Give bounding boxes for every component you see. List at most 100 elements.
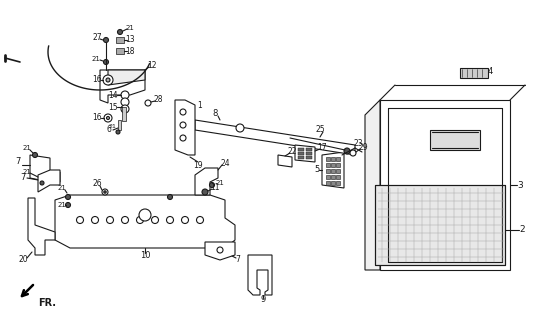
- Bar: [306, 148, 312, 151]
- Circle shape: [40, 181, 44, 185]
- Circle shape: [180, 109, 186, 115]
- Text: 10: 10: [140, 251, 150, 260]
- Circle shape: [202, 189, 208, 195]
- Circle shape: [103, 60, 108, 65]
- Bar: [331, 157, 335, 161]
- Text: 11: 11: [210, 183, 220, 193]
- Polygon shape: [278, 155, 292, 167]
- Text: 6: 6: [107, 125, 112, 134]
- Circle shape: [107, 116, 109, 119]
- Text: 21: 21: [58, 185, 66, 191]
- Circle shape: [106, 78, 110, 82]
- Text: 19: 19: [193, 161, 203, 170]
- Bar: [306, 152, 312, 155]
- Circle shape: [91, 217, 98, 223]
- Circle shape: [116, 130, 120, 134]
- Bar: [336, 163, 340, 167]
- Text: 13: 13: [125, 36, 135, 44]
- Bar: [331, 169, 335, 173]
- Circle shape: [137, 217, 144, 223]
- Text: 16: 16: [92, 76, 102, 84]
- Circle shape: [209, 182, 214, 188]
- Text: 7: 7: [20, 173, 26, 182]
- Polygon shape: [175, 100, 195, 155]
- Bar: [326, 181, 330, 185]
- Circle shape: [121, 98, 129, 106]
- Polygon shape: [375, 185, 505, 265]
- Polygon shape: [195, 120, 355, 155]
- Bar: [116, 48, 124, 54]
- Circle shape: [121, 91, 129, 99]
- Bar: [326, 157, 330, 161]
- Circle shape: [180, 122, 186, 128]
- Text: 21: 21: [126, 25, 134, 31]
- Bar: [298, 148, 304, 151]
- Circle shape: [350, 150, 356, 156]
- Text: 18: 18: [125, 46, 135, 55]
- Text: 21: 21: [215, 180, 225, 186]
- Bar: [336, 175, 340, 179]
- Text: 1: 1: [197, 100, 202, 109]
- Text: 9: 9: [261, 295, 265, 305]
- Text: 16: 16: [92, 114, 102, 123]
- Text: FR.: FR.: [38, 298, 56, 308]
- Text: 14: 14: [108, 91, 118, 100]
- Bar: [331, 175, 335, 179]
- Circle shape: [121, 217, 128, 223]
- Text: 23: 23: [353, 139, 363, 148]
- Bar: [460, 68, 488, 78]
- Polygon shape: [30, 155, 60, 182]
- Circle shape: [65, 203, 71, 207]
- Polygon shape: [295, 145, 315, 162]
- Bar: [326, 163, 330, 167]
- Polygon shape: [55, 195, 235, 248]
- Polygon shape: [205, 242, 235, 260]
- Polygon shape: [108, 70, 145, 85]
- Polygon shape: [248, 255, 272, 295]
- Circle shape: [344, 148, 350, 154]
- Circle shape: [180, 135, 186, 141]
- Polygon shape: [100, 70, 145, 103]
- Text: 27: 27: [92, 34, 102, 43]
- Text: 2: 2: [519, 226, 525, 235]
- Bar: [118, 120, 121, 130]
- Text: 8: 8: [212, 108, 218, 117]
- Circle shape: [103, 75, 113, 85]
- Text: 22: 22: [287, 148, 296, 156]
- Bar: [331, 163, 335, 167]
- Bar: [336, 169, 340, 173]
- Text: 20: 20: [18, 255, 28, 265]
- Polygon shape: [322, 152, 344, 188]
- Text: 3: 3: [517, 180, 523, 189]
- Circle shape: [236, 124, 244, 132]
- Text: 7: 7: [236, 255, 240, 265]
- Text: 4: 4: [487, 68, 493, 76]
- Polygon shape: [195, 168, 218, 195]
- Text: 24: 24: [220, 158, 230, 167]
- Circle shape: [104, 191, 106, 193]
- Bar: [306, 156, 312, 159]
- Circle shape: [118, 29, 122, 35]
- Text: 26: 26: [92, 180, 102, 188]
- Bar: [336, 157, 340, 161]
- Text: 21: 21: [58, 202, 66, 208]
- Bar: [430, 130, 480, 150]
- Bar: [331, 181, 335, 185]
- Circle shape: [102, 189, 108, 195]
- Bar: [326, 169, 330, 173]
- Circle shape: [151, 217, 158, 223]
- Polygon shape: [28, 198, 55, 255]
- Bar: [116, 37, 124, 43]
- Circle shape: [196, 217, 203, 223]
- Circle shape: [103, 37, 108, 43]
- Text: 7: 7: [15, 157, 21, 166]
- Bar: [298, 152, 304, 155]
- Text: 29: 29: [358, 143, 368, 153]
- Text: 21: 21: [22, 145, 32, 151]
- Text: 5: 5: [314, 165, 320, 174]
- Bar: [326, 175, 330, 179]
- Circle shape: [77, 217, 83, 223]
- Circle shape: [107, 217, 114, 223]
- Polygon shape: [38, 170, 60, 192]
- Circle shape: [168, 195, 172, 199]
